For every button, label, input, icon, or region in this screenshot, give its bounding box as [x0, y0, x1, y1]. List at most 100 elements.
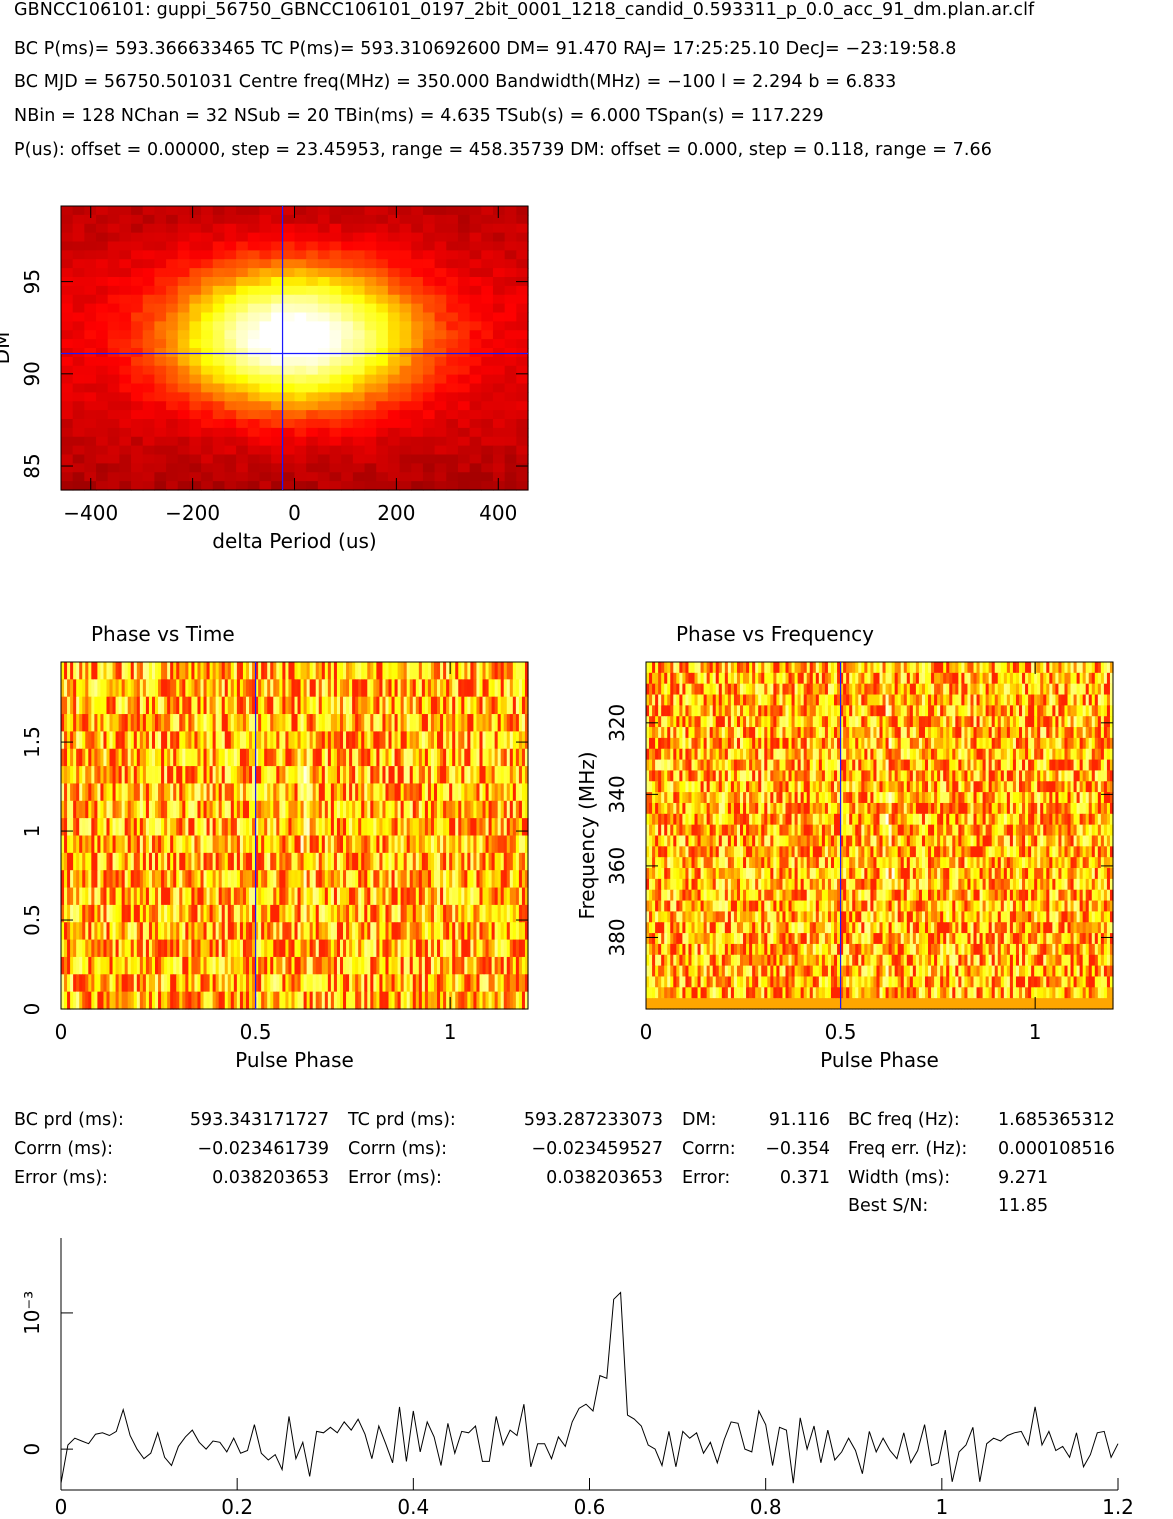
heatmap-cell	[470, 956, 475, 975]
heatmap-cell	[343, 766, 347, 785]
heatmap-cell	[352, 241, 366, 251]
heatmap-cell	[118, 887, 123, 906]
heatmap-cell	[155, 783, 159, 802]
heatmap-cell	[264, 748, 268, 767]
heatmap-cell	[518, 991, 523, 1010]
heatmap-cell	[64, 783, 68, 802]
heatmap-cell	[201, 401, 214, 411]
heatmap-cell	[882, 672, 887, 685]
heatmap-cell	[434, 241, 447, 251]
heatmap-cell	[336, 991, 341, 1010]
heatmap-cell	[179, 939, 183, 958]
heatmap-cell	[397, 766, 402, 785]
heatmap-cell	[376, 312, 389, 322]
heatmap-cell	[506, 852, 511, 871]
heatmap-cell	[455, 939, 459, 958]
heatmap-cell	[973, 683, 978, 696]
heatmap-cell	[154, 312, 167, 322]
heatmap-cell	[188, 991, 192, 1010]
heatmap-cell	[154, 356, 167, 367]
heatmap-cell	[271, 472, 284, 482]
heatmap-cell	[433, 766, 438, 785]
heatmap-cell	[346, 852, 350, 871]
heatmap-cell	[252, 662, 256, 680]
heatmap-cell	[312, 852, 317, 871]
heatmap-cell	[418, 696, 423, 715]
heatmap-cell	[411, 321, 424, 331]
heatmap-cell	[327, 748, 332, 767]
heatmap-cell	[115, 679, 120, 698]
heatmap-cell	[270, 679, 274, 698]
heatmap-cell	[136, 887, 141, 906]
heatmap-cell	[394, 991, 399, 1010]
heatmap-cell	[166, 410, 179, 420]
heatmap-cell	[282, 714, 287, 732]
heatmap-cell	[212, 870, 217, 889]
heatmap-cell	[288, 714, 293, 732]
heatmap-cell	[227, 974, 232, 993]
heatmap-cell	[721, 662, 726, 674]
heatmap-cell	[422, 259, 436, 269]
heatmap-cell	[473, 922, 478, 941]
heatmap-cell	[464, 904, 468, 923]
heatmap-cell	[1061, 672, 1066, 685]
heatmap-cell	[118, 800, 123, 819]
heatmap-cell	[504, 285, 517, 296]
heatmap-cell	[422, 330, 436, 340]
heatmap-cell	[64, 696, 68, 715]
heatmap-cell	[352, 436, 366, 447]
heatmap-cell	[406, 696, 411, 715]
heatmap-cell	[271, 330, 284, 340]
heatmap-cell	[411, 392, 424, 402]
heatmap-cell	[934, 662, 938, 674]
heatmap-cell	[506, 835, 511, 854]
heatmap-cell	[500, 662, 505, 680]
heatmap-cell	[349, 714, 353, 732]
heatmap-cell	[203, 991, 208, 1010]
heatmap-cell	[379, 991, 384, 1010]
heatmap-cell	[424, 852, 429, 871]
heatmap-cell	[397, 731, 402, 750]
heatmap-cell	[352, 419, 366, 429]
y-tick-label: 85	[20, 453, 44, 478]
heatmap-cell	[476, 991, 481, 1010]
heatmap-cell	[346, 939, 350, 958]
heatmap-cell	[467, 870, 471, 889]
heatmap-cell	[355, 679, 359, 698]
heatmap-cell	[109, 974, 114, 993]
heatmap-cell	[79, 852, 83, 871]
heatmap-cell	[470, 852, 475, 871]
heatmap-cell	[273, 800, 277, 819]
heatmap-cell	[449, 870, 453, 889]
heatmap-cell	[236, 383, 249, 393]
heatmap-cell	[61, 472, 74, 482]
heatmap-cell	[270, 800, 274, 819]
heatmap-cell	[64, 766, 68, 785]
heatmap-cell	[318, 800, 323, 819]
heatmap-cell	[421, 818, 426, 837]
heatmap-cell	[264, 991, 268, 1010]
heatmap-cell	[155, 714, 159, 732]
heatmap-cell	[434, 214, 447, 225]
heatmap-cell	[131, 454, 144, 464]
heatmap-cell	[324, 835, 329, 854]
heatmap-cell	[736, 694, 741, 706]
heatmap-cell	[491, 939, 496, 958]
heatmap-cell	[336, 696, 341, 715]
heatmap-cell	[516, 339, 529, 349]
heatmap-cell	[406, 714, 411, 732]
heatmap-cell	[194, 714, 199, 732]
heatmap-cell	[259, 285, 272, 296]
heatmap-cell	[194, 748, 199, 767]
heatmap-cell	[131, 330, 144, 340]
heatmap-cell	[249, 904, 253, 923]
heatmap-cell	[479, 783, 484, 802]
heatmap-cell	[161, 870, 165, 889]
heatmap-cell	[339, 852, 344, 871]
heatmap-cell	[434, 294, 447, 305]
heatmap-cell	[94, 870, 98, 889]
heatmap-cell	[258, 818, 262, 837]
heatmap-cell	[418, 679, 423, 698]
heatmap-cell	[843, 662, 847, 674]
heatmap-cell	[188, 748, 192, 767]
